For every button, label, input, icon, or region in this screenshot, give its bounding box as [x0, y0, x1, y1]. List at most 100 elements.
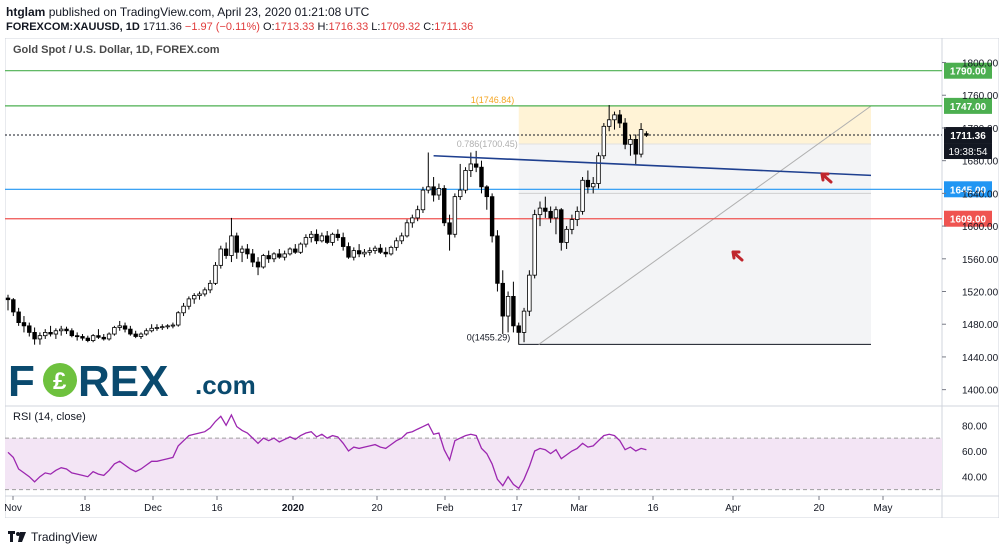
candle-body: [575, 210, 580, 220]
candle-body: [644, 133, 649, 136]
x-tick-label: 18: [79, 503, 91, 514]
low-value: 1709.32: [380, 21, 421, 33]
fib-label-0786: 0.786(1700.45): [457, 139, 518, 149]
level-tag-label: 1747.00: [950, 102, 987, 113]
candle-body: [537, 207, 543, 216]
candle-body: [356, 250, 362, 255]
candle-body: [229, 235, 234, 256]
candle-body: [170, 324, 176, 327]
x-tick-label: Apr: [725, 503, 741, 514]
candle-body: [5, 297, 11, 301]
candle-body: [489, 196, 495, 237]
candle-body: [303, 237, 309, 245]
candle-body: [612, 114, 617, 121]
candle-body: [505, 296, 511, 317]
level-tag: [944, 62, 992, 79]
candle-body: [638, 129, 644, 155]
candle-body: [399, 235, 404, 242]
y-tick-label: 1680.00: [962, 157, 999, 168]
candle-body: [48, 331, 53, 335]
last-price: 1711.36: [142, 21, 182, 33]
candle-body: [37, 335, 43, 340]
candle-body: [101, 336, 106, 340]
support-arrow-icon: [731, 250, 744, 262]
candle-body: [287, 248, 293, 255]
y-tick-label: 1720.00: [962, 124, 999, 135]
candle-body: [431, 186, 436, 196]
candle-body: [64, 328, 69, 332]
candle-body: [580, 179, 585, 212]
footer: TradingView: [0, 522, 1000, 551]
publish-line: htglam published on TradingView.com, Apr…: [6, 5, 369, 19]
x-tick-label: 17: [511, 503, 523, 514]
chart-header: htglam published on TradingView.com, Apr…: [0, 0, 1000, 40]
level-tag: [944, 97, 992, 114]
level-tag-label: 1790.00: [950, 67, 987, 78]
candle-body: [207, 282, 213, 291]
y-tick-label: 1760.00: [962, 91, 999, 102]
candle-body: [11, 299, 16, 313]
candle-body: [293, 248, 298, 253]
candle-body: [410, 217, 415, 224]
candle-body: [160, 326, 165, 329]
candle-body: [473, 163, 479, 168]
candle-body: [165, 325, 170, 328]
candle-body: [191, 295, 197, 300]
candle-body: [585, 179, 591, 188]
y-tick-label: 1480.00: [962, 320, 999, 331]
x-tick-label: Nov: [5, 503, 22, 514]
candle-body: [144, 330, 149, 335]
candle-body: [197, 293, 202, 297]
candle-body: [564, 228, 569, 243]
candle-body: [394, 240, 399, 248]
candle-body: [282, 253, 287, 258]
candle-body: [266, 255, 271, 260]
candle-body: [85, 337, 90, 341]
candle-body: [527, 274, 532, 312]
candle-body: [90, 335, 96, 341]
y-tick-label: 1520.00: [962, 288, 999, 299]
candle-body: [234, 235, 239, 253]
candle-body: [324, 235, 330, 243]
candle-body: [340, 237, 346, 247]
low-label: L:: [371, 21, 381, 33]
candle-body: [596, 155, 601, 184]
level-tag-label: 1711.36: [950, 131, 986, 142]
symbol-label: FOREXCOM:XAUUSD, 1D: [6, 21, 140, 33]
candle-body: [532, 214, 537, 276]
candle-body: [415, 209, 420, 219]
candle-body: [250, 253, 255, 263]
rsi-line: [7, 413, 647, 490]
candle-body: [330, 233, 335, 243]
level-tag: [944, 181, 992, 198]
candle-body: [112, 327, 117, 335]
high-value: 1716.33: [328, 21, 369, 33]
x-tick-label: Feb: [436, 503, 454, 514]
candle-body: [138, 333, 144, 337]
candle-body: [378, 247, 383, 253]
chart-title: Gold Spot / U.S. Dollar, 1D, FOREX.com: [13, 44, 220, 56]
candle-body: [16, 311, 21, 323]
candle-body: [149, 327, 154, 332]
rsi-band: [5, 438, 942, 490]
close-value: 1711.36: [434, 21, 474, 33]
candle-body: [484, 186, 489, 198]
candle-body: [298, 243, 303, 253]
x-tick-label: May: [874, 503, 893, 514]
fib-label-1: 1(1746.84): [471, 95, 515, 105]
candle-body: [245, 248, 250, 255]
fib-zone-upper: [518, 106, 871, 144]
candle-body: [181, 305, 186, 314]
candle-body: [511, 296, 516, 327]
candle-body: [553, 209, 559, 219]
candle-body: [479, 166, 484, 188]
author-name[interactable]: htglam: [6, 5, 46, 19]
candle-body: [633, 139, 638, 155]
candle-body: [202, 289, 208, 295]
candle-body: [569, 219, 575, 230]
chart-area[interactable]: 1(1746.84) 0.786(1700.45) 0(1455.29) 1790.…: [4, 37, 1000, 519]
price-chart[interactable]: 1(1746.84) 0.786(1700.45) 0(1455.29) 1790.…: [4, 37, 1000, 519]
candle-body: [447, 222, 452, 235]
countdown-tag: [944, 143, 992, 160]
tradingview-brand[interactable]: TradingView: [8, 530, 97, 544]
